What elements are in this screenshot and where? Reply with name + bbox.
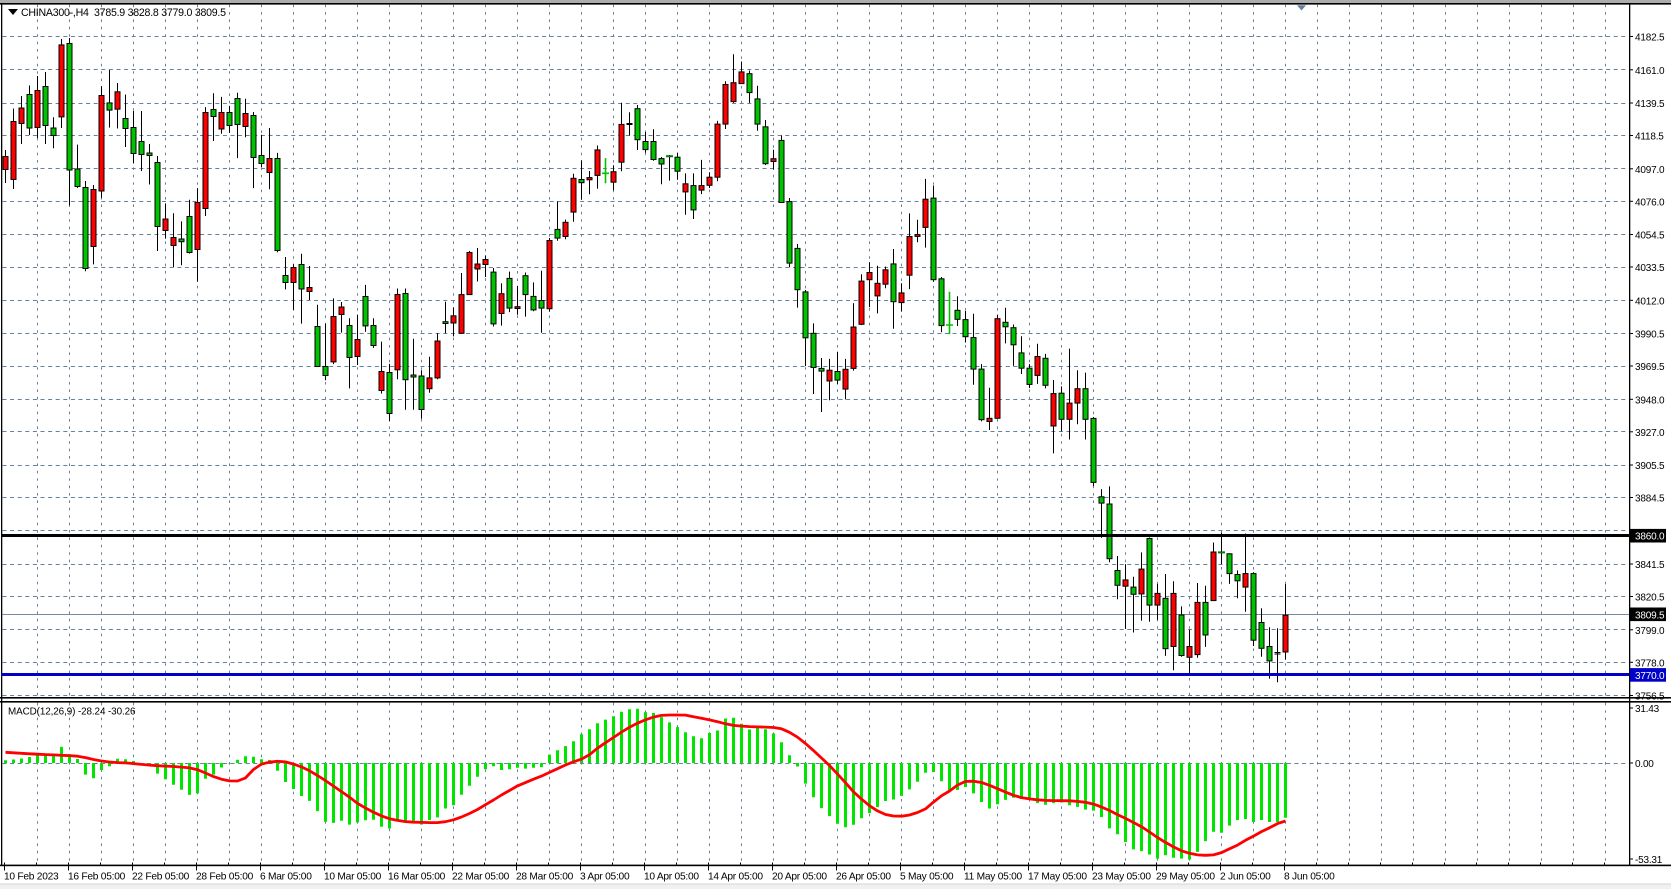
svg-text:20 Apr 05:00: 20 Apr 05:00 — [772, 872, 827, 883]
svg-text:3799.0: 3799.0 — [1635, 626, 1665, 637]
svg-text:4097.0: 4097.0 — [1635, 165, 1665, 176]
svg-text:23 May 05:00: 23 May 05:00 — [1092, 872, 1151, 883]
svg-text:3 Apr 05:00: 3 Apr 05:00 — [580, 872, 630, 883]
svg-text:17 May 05:00: 17 May 05:00 — [1028, 872, 1087, 883]
svg-text:29 May 05:00: 29 May 05:00 — [1156, 872, 1215, 883]
svg-text:4076.0: 4076.0 — [1635, 197, 1665, 208]
svg-text:3860.0: 3860.0 — [1635, 532, 1665, 543]
svg-text:16 Mar 05:00: 16 Mar 05:00 — [388, 872, 446, 883]
svg-text:10 Apr 05:00: 10 Apr 05:00 — [644, 872, 699, 883]
svg-text:28 Mar 05:00: 28 Mar 05:00 — [516, 872, 574, 883]
svg-text:3809.5: 3809.5 — [1635, 610, 1665, 621]
svg-text:3948.0: 3948.0 — [1635, 395, 1665, 406]
svg-text:4139.5: 4139.5 — [1635, 99, 1665, 110]
svg-text:10 Mar 05:00: 10 Mar 05:00 — [324, 872, 382, 883]
svg-text:MACD(12,26,9) -28.24 -30.26: MACD(12,26,9) -28.24 -30.26 — [8, 707, 136, 718]
svg-text:-53.31: -53.31 — [1635, 855, 1663, 866]
svg-text:3884.5: 3884.5 — [1635, 494, 1665, 505]
svg-text:22 Feb 05:00: 22 Feb 05:00 — [132, 872, 190, 883]
svg-text:3905.5: 3905.5 — [1635, 461, 1665, 472]
svg-text:CHINA300-,H4 3785.9 3828.8 37: CHINA300-,H4 3785.9 3828.8 3779.0 3809.5 — [21, 7, 226, 19]
svg-text:6 Mar 05:00: 6 Mar 05:00 — [260, 872, 312, 883]
svg-text:4012.0: 4012.0 — [1635, 296, 1665, 307]
svg-text:3990.5: 3990.5 — [1635, 330, 1665, 341]
svg-text:3778.0: 3778.0 — [1635, 658, 1665, 669]
svg-text:5 May 05:00: 5 May 05:00 — [900, 872, 954, 883]
svg-text:4033.5: 4033.5 — [1635, 263, 1665, 274]
svg-text:31.43: 31.43 — [1635, 704, 1660, 715]
svg-text:3770.0: 3770.0 — [1635, 671, 1665, 682]
svg-text:4161.0: 4161.0 — [1635, 66, 1665, 77]
svg-text:14 Apr 05:00: 14 Apr 05:00 — [708, 872, 763, 883]
svg-text:22 Mar 05:00: 22 Mar 05:00 — [452, 872, 510, 883]
svg-text:3927.0: 3927.0 — [1635, 428, 1665, 439]
svg-text:4118.5: 4118.5 — [1635, 132, 1664, 143]
svg-text:2 Jun 05:00: 2 Jun 05:00 — [1220, 872, 1271, 883]
svg-text:3820.5: 3820.5 — [1635, 593, 1665, 604]
svg-text:8 Jun 05:00: 8 Jun 05:00 — [1284, 872, 1335, 883]
svg-text:3841.5: 3841.5 — [1635, 560, 1665, 571]
svg-text:16 Feb 05:00: 16 Feb 05:00 — [68, 872, 126, 883]
svg-text:3756.5: 3756.5 — [1635, 692, 1665, 703]
svg-text:28 Feb 05:00: 28 Feb 05:00 — [196, 872, 254, 883]
svg-text:4182.5: 4182.5 — [1635, 33, 1665, 44]
svg-text:0.00: 0.00 — [1635, 759, 1654, 770]
svg-text:10 Feb 2023: 10 Feb 2023 — [4, 872, 59, 883]
svg-text:3969.5: 3969.5 — [1635, 362, 1665, 373]
svg-text:11 May 05:00: 11 May 05:00 — [964, 872, 1023, 883]
svg-text:4054.5: 4054.5 — [1635, 231, 1665, 242]
svg-text:26 Apr 05:00: 26 Apr 05:00 — [836, 872, 891, 883]
